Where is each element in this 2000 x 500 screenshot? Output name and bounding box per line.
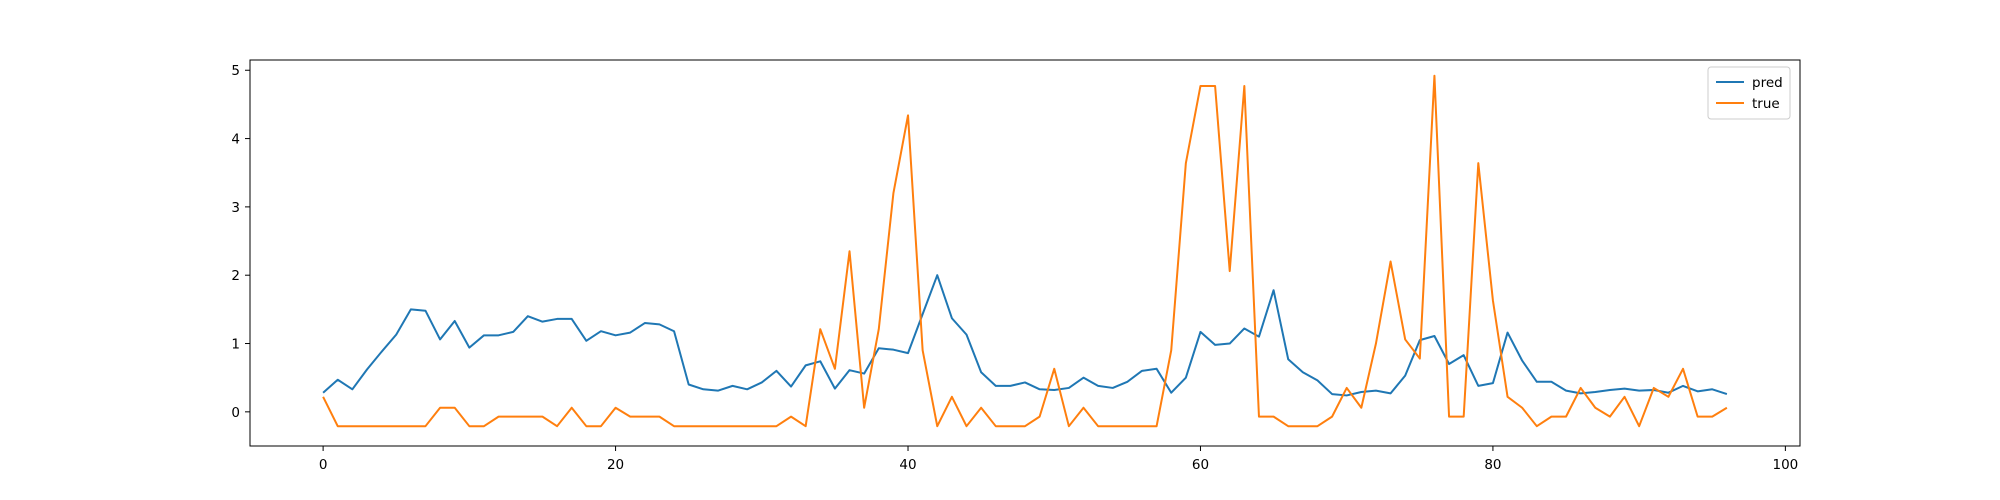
- legend: pred true: [1707, 66, 1791, 120]
- y-tick-label: 0: [231, 405, 240, 421]
- y-tick-label: 4: [231, 132, 240, 148]
- legend-label-true: true: [1752, 96, 1780, 112]
- x-tick-label: 20: [607, 457, 624, 473]
- series-layer: [322, 74, 1728, 428]
- x-tick-label: 40: [899, 457, 916, 473]
- x-axis: 0 20 40 60 80 100: [319, 446, 1798, 473]
- series-line-true: [322, 74, 1728, 428]
- y-tick-label: 5: [231, 63, 240, 79]
- series-line-pred: [322, 274, 1728, 397]
- x-tick-label: 0: [319, 457, 328, 473]
- x-tick-label: 100: [1772, 457, 1798, 473]
- y-tick-label: 1: [231, 337, 240, 353]
- x-tick-label: 60: [1192, 457, 1209, 473]
- legend-label-pred: pred: [1752, 75, 1783, 91]
- plot-frame: [249, 59, 1801, 447]
- y-axis: 0 1 2 3 4 5: [231, 63, 250, 421]
- x-tick-label: 80: [1484, 457, 1501, 473]
- y-tick-label: 2: [231, 268, 240, 284]
- legend-box: [1707, 66, 1791, 120]
- y-tick-label: 3: [231, 200, 240, 216]
